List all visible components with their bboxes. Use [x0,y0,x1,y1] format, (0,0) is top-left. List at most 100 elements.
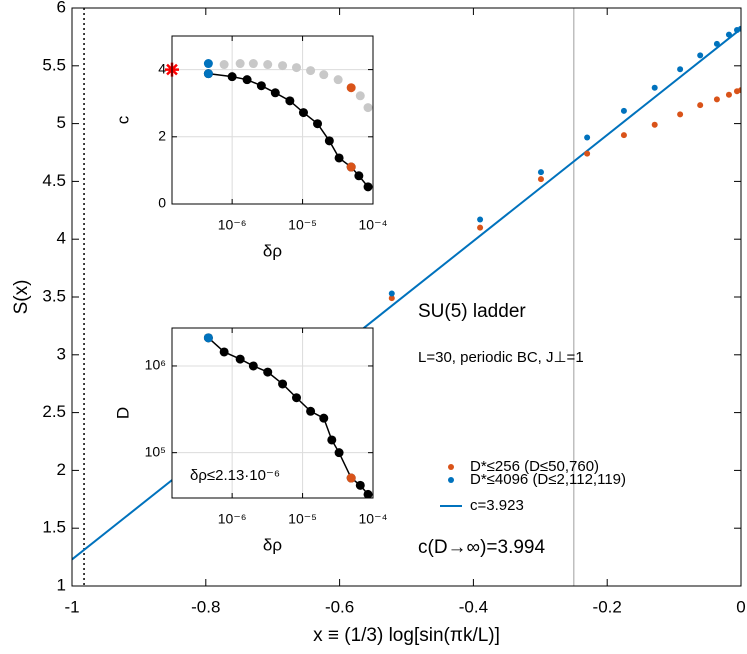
data-point [270,88,280,98]
data-point [327,435,337,445]
y-axis-label: D [113,407,132,419]
y-tick-label: 4.5 [42,171,66,190]
data-point [477,224,484,231]
legend-label: D*≤256 (D≤50,760) [470,458,599,475]
data-point [334,448,344,458]
y-tick-label: 3 [57,344,66,363]
data-point [584,150,591,157]
data-point [725,31,732,38]
x-tick-label: -1 [64,597,79,616]
data-point [306,406,316,416]
y-tick-label: 0 [158,195,166,211]
data-point [388,290,395,297]
data-point [738,25,741,32]
x-tick-label: 10⁻⁴ [359,511,388,527]
main-axes: -1 -0.8 -0.6 -0.4 -0.2 0 1 1.5 2 2.5 3 3.5 4 4.5 5 5.5 6… [11,0,746,646]
plot-area [172,36,373,204]
axes-frame [171,35,374,205]
data-point [319,70,329,80]
x-tick-label: 0 [736,597,745,616]
data-point [713,96,720,103]
data-point [333,75,343,85]
x-tick-label: 10⁻⁵ [288,217,317,233]
x-tick-label: -0.6 [325,597,354,616]
data-point [363,182,373,192]
data-point [713,40,720,47]
data-point [319,413,329,423]
data-point [537,176,544,183]
data-point [203,69,213,79]
y-axis-label: S(x) [11,280,32,315]
data-point [285,96,295,106]
data-point [584,134,591,141]
data-point [248,59,258,69]
data-point [263,367,273,377]
y-tick-label: 4 [158,60,166,76]
y-tick-label: 5.5 [42,55,66,74]
data-point [242,75,252,85]
x-tick-label: -0.4 [459,597,488,616]
data-point [278,379,288,389]
axes-frame [171,327,374,499]
x-axis-label: x ≡ (1/3) log[sin(πk/L)] [313,625,500,646]
y-tick-label: 3.5 [42,286,66,305]
data-point [219,347,229,357]
y-tick-label: 4 [57,229,66,248]
data-point [235,354,245,364]
data-point [725,91,732,98]
x-tick-label: -0.2 [593,597,622,616]
data-point [346,83,356,93]
annotation: δρ≤2.13·10⁻⁶ [190,467,280,484]
data-point [298,108,308,118]
y-tick-label: 10⁵ [145,443,166,459]
data-point [620,107,627,114]
annotation: L=30, periodic BC, J⊥=1 [418,349,584,366]
data-point [291,63,301,73]
data-point [291,393,301,403]
data-point [334,153,344,163]
data-point [203,59,213,69]
y-axis-label: c [113,115,132,124]
data-point [363,489,373,498]
data-point [651,121,658,128]
y-tick-label: 6 [57,0,66,16]
inset-axes: 10⁻⁶ 10⁻⁵ 10⁻⁴ 0 2 4 δρ c [113,35,388,260]
data-point [363,103,373,113]
data-point [306,66,316,76]
y-tick-label: 10⁶ [145,357,166,373]
annotation: c(D→∞)=3.994 [418,537,545,558]
data-point [697,52,704,59]
data-point [355,91,365,101]
x-tick-label: -0.8 [191,597,220,616]
y-tick-label: 5 [57,113,66,132]
data-point [227,72,237,82]
x-axis-label: δρ [263,241,282,260]
data-point [677,111,684,118]
data-point [738,87,741,94]
x-tick-label: 10⁻⁵ [288,511,317,527]
x-tick-label: 10⁻⁴ [359,217,388,233]
data-point [219,60,229,70]
plot-area [172,328,373,498]
annotation: SU(5) ladder [418,301,526,322]
data-point [477,216,484,223]
y-tick-label: 1.5 [42,518,66,537]
axes-frame [71,7,742,587]
data-point [651,84,658,91]
y-tick-label: 2.5 [42,402,66,421]
data-point [278,61,288,71]
data-point [354,171,364,181]
legend-swatch [448,464,454,470]
x-axis-label: δρ [263,535,282,554]
x-tick-label: 10⁻⁶ [218,217,247,233]
data-point [346,162,356,172]
data-point [203,333,213,343]
y-tick-label: 1 [57,575,66,594]
data-point [537,169,544,176]
legend-swatch [448,477,454,483]
data-point [355,480,365,490]
data-point [248,361,258,371]
y-tick-label: 2 [158,128,166,144]
